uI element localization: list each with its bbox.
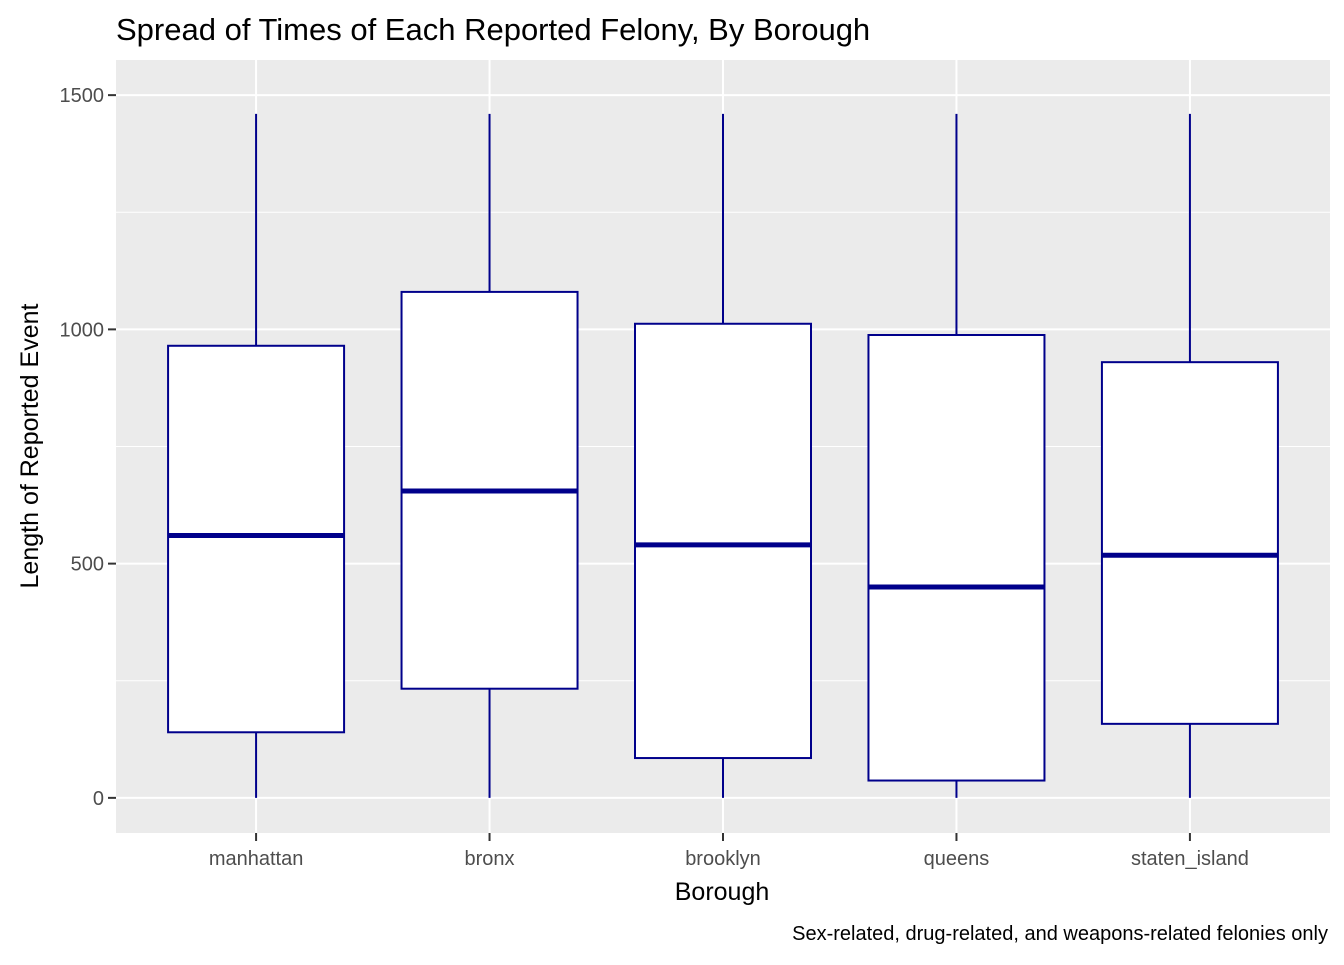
x-tick-label: staten_island [1131, 848, 1249, 870]
chart-caption: Sex-related, drug-related, and weapons-r… [792, 923, 1328, 945]
x-tick-label: queens [924, 848, 990, 870]
y-tick-label: 1500 [60, 85, 105, 107]
y-axis-label: Length of Reported Event [16, 303, 44, 588]
box-iqr [634, 322, 812, 760]
box-iqr [1100, 361, 1279, 725]
x-tick-label: bronx [465, 848, 515, 870]
y-axis: 0 500 1000 1500 [60, 85, 116, 810]
y-tick-label: 0 [93, 788, 104, 810]
x-axis: manhattan bronx brooklyn queens staten_islan… [209, 833, 1249, 870]
x-axis-label: Borough [675, 878, 770, 906]
chart-title: Spread of Times of Each Reported Felony,… [116, 12, 870, 47]
y-tick-label: 1000 [60, 319, 105, 341]
boxes [167, 113, 1279, 798]
y-tick-label: 500 [71, 554, 104, 576]
x-tick-label: brooklyn [685, 848, 761, 870]
x-tick-label: manhattan [209, 848, 304, 870]
box-iqr [867, 334, 1046, 782]
box-iqr [167, 344, 346, 734]
